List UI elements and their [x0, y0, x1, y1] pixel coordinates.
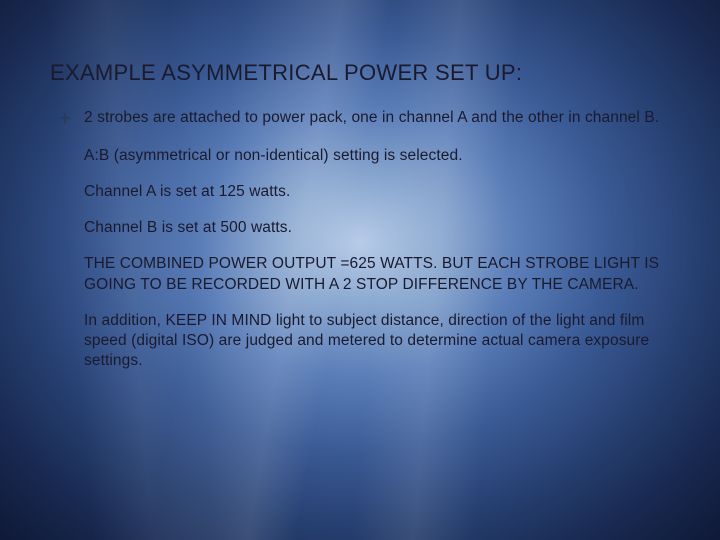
bullet-item: 2 strobes are attached to power pack, on…: [84, 108, 670, 130]
slide-title: EXAMPLE ASYMMETRICAL POWER SET UP:: [50, 60, 670, 86]
paragraph: 2 strobes are attached to power pack, on…: [84, 108, 659, 128]
paragraph: In addition, KEEP IN MIND light to subje…: [84, 311, 670, 371]
paragraph: THE COMBINED POWER OUTPUT =625 WATTS. BU…: [84, 254, 670, 294]
star-bullet-icon: [58, 111, 78, 130]
paragraph: Channel B is set at 500 watts.: [84, 218, 670, 238]
slide-content: 2 strobes are attached to power pack, on…: [50, 108, 670, 371]
paragraph: A:B (asymmetrical or non-identical) sett…: [84, 146, 670, 166]
paragraph: Channel A is set at 125 watts.: [84, 182, 670, 202]
slide: EXAMPLE ASYMMETRICAL POWER SET UP: 2 str…: [0, 0, 720, 540]
